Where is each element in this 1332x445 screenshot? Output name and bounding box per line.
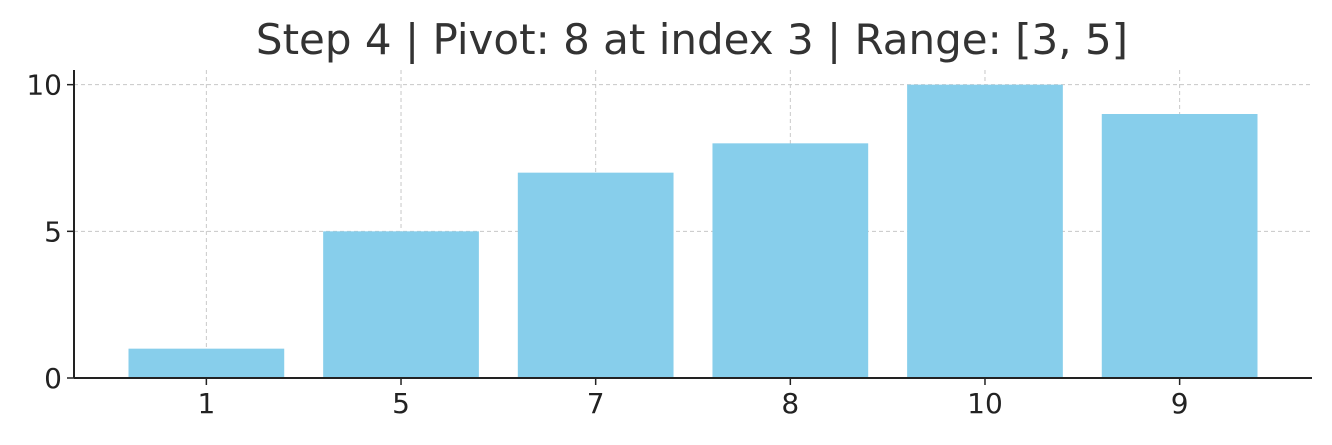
x-tick-label: 5	[392, 387, 410, 420]
x-tick-label: 7	[587, 387, 605, 420]
axis-layer	[73, 70, 1312, 379]
bar	[323, 231, 479, 378]
y-tick-label: 5	[44, 215, 62, 248]
bar	[907, 84, 1063, 379]
bar	[1101, 114, 1258, 378]
chart-title: Step 4 | Pivot: 8 at index 3 | Range: [3…	[256, 15, 1128, 64]
x-tick-label: 9	[1171, 387, 1189, 420]
y-tick-label: 0	[44, 362, 62, 395]
x-tick-label: 8	[781, 387, 799, 420]
bar	[128, 348, 285, 378]
bar	[712, 143, 869, 378]
bar-layer	[128, 84, 1258, 379]
bar	[517, 172, 674, 378]
x-tick-label: 10	[967, 387, 1003, 420]
x-tick-label: 1	[197, 387, 215, 420]
y-tick-label: 10	[26, 69, 62, 102]
